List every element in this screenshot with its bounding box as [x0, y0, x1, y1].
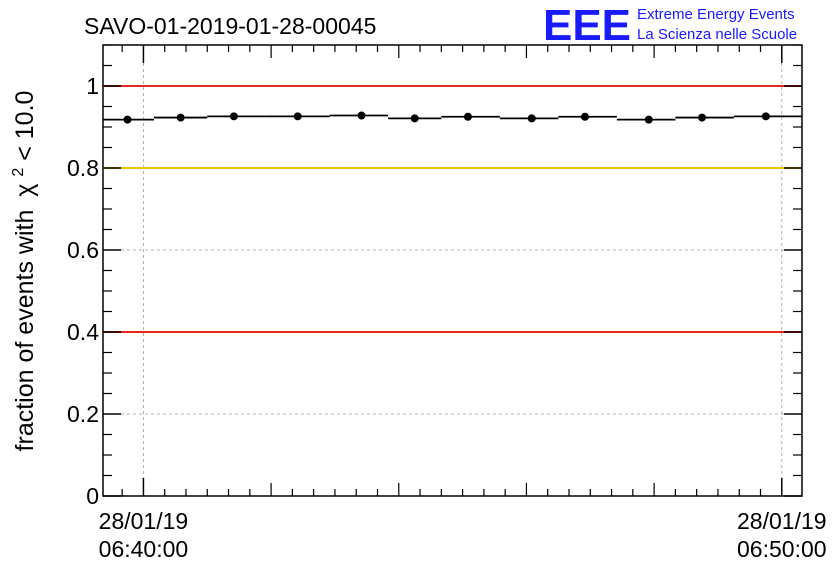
y-axis-label-sup: 2 [10, 168, 27, 177]
data-point [761, 112, 770, 121]
axis-ticks: 00.20.40.60.8128/01/1906:40:0028/01/1906… [67, 44, 827, 562]
data-series [103, 111, 802, 124]
grid-layer [103, 45, 802, 496]
x-tick-label-date: 28/01/19 [737, 508, 827, 534]
data-point [463, 112, 472, 121]
reference-lines [103, 85, 802, 333]
data-point [229, 112, 238, 121]
eee-logo-line1: Extreme Energy Events [637, 6, 795, 23]
plot-frame [102, 44, 803, 497]
eee-logo: EEE Extreme Energy Events La Scienza nel… [543, 1, 797, 50]
data-point [580, 112, 589, 121]
data-point [123, 115, 132, 124]
data-point [410, 114, 419, 123]
y-axis-label-rest: < 10.0 [11, 91, 39, 161]
y-axis-label-chi: χ [11, 184, 39, 197]
data-point [527, 114, 536, 123]
x-tick-label-time: 06:40:00 [99, 536, 189, 562]
x-tick-label-time: 06:50:00 [737, 536, 827, 562]
y-tick-label: 0.6 [67, 237, 99, 263]
data-point [293, 112, 302, 121]
y-tick-label: 0.4 [67, 319, 99, 345]
y-axis-label: fraction of events with χ 2 < 10.0 [1, 91, 39, 452]
y-axis-label-text: fraction of events with [11, 210, 39, 452]
chart-title: SAVO-01-2019-01-28-00045 [84, 13, 376, 39]
data-point [357, 111, 366, 120]
data-point [176, 113, 185, 122]
y-tick-label: 1 [86, 73, 99, 99]
eee-logo-line2: La Scienza nelle Scuole [637, 26, 797, 43]
x-tick-label-date: 28/01/19 [99, 508, 189, 534]
data-point [644, 115, 653, 124]
y-tick-label: 0.8 [67, 155, 99, 181]
data-point [697, 113, 706, 122]
y-tick-label: 0 [86, 483, 99, 509]
y-tick-label: 0.2 [67, 401, 99, 427]
eee-logo-mark: EEE [543, 1, 631, 50]
